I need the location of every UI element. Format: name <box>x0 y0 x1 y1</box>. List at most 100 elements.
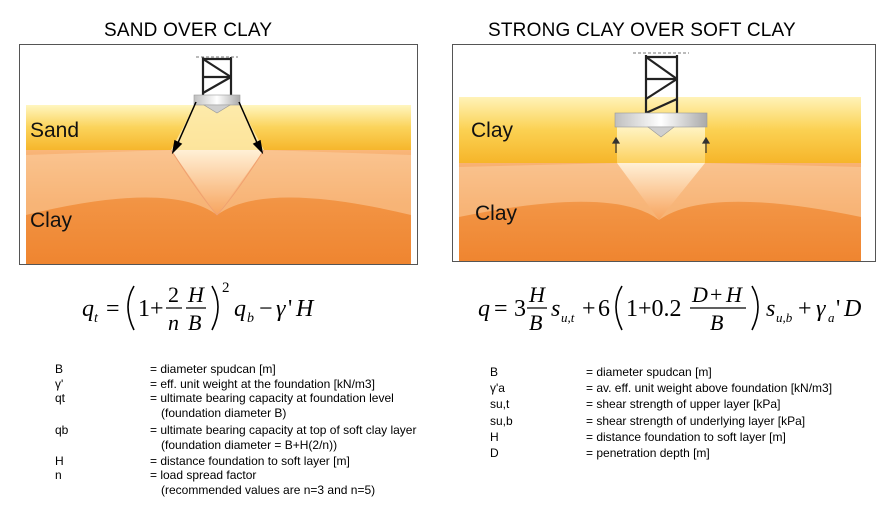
failure-fan-right <box>659 163 861 220</box>
svg-text:+: + <box>710 282 722 307</box>
svg-text:γ: γ <box>276 296 286 322</box>
definition-symbol: γ' <box>55 376 64 391</box>
upper-clay-label: Clay <box>471 119 514 142</box>
svg-text:s: s <box>766 296 775 322</box>
svg-text:': ' <box>288 296 292 322</box>
definition-text: = eff. unit weight at the foundation [kN… <box>150 376 375 391</box>
definition-symbol: su,b <box>490 413 513 428</box>
definition-text: = ultimate bearing capacity at top of so… <box>150 423 417 438</box>
lower-clay-label: Clay <box>475 202 518 225</box>
definition-text-continued: (foundation diameter = B+H(2/n)) <box>161 437 338 452</box>
definition-text: = distance foundation to soft layer [m] <box>586 429 786 444</box>
left-formula-svg: q t = 1+ 2 n H B 2 q b − γ ' H <box>82 280 315 335</box>
clay-over-clay-svg <box>459 52 861 261</box>
definition-symbol: γ'a <box>490 381 505 396</box>
svg-text:': ' <box>836 296 840 322</box>
spudcan <box>193 94 241 114</box>
svg-text:+: + <box>582 296 596 322</box>
definition-row: n = load spread factor (recommended value… <box>55 468 455 497</box>
svg-text:B: B <box>188 310 201 335</box>
left-definitions: B = diameter spudcan [m] γ' = eff. unit … <box>55 362 455 497</box>
svg-text:γ: γ <box>816 296 826 322</box>
load-spread-arrows <box>171 101 264 155</box>
svg-text:3: 3 <box>514 296 526 322</box>
definition-row: B = diameter spudcan [m] <box>490 364 880 380</box>
definition-row: γ'a = av. eff. unit weight above foundat… <box>490 380 880 396</box>
svg-text:q: q <box>478 296 490 322</box>
definition-symbol: n <box>55 468 62 483</box>
definition-text: = load spread factor <box>150 468 257 483</box>
right-formula: q = 3 H B s u,t + 6 1+0.2 D + H B s u,b … <box>478 272 878 347</box>
svg-text:B: B <box>710 310 723 335</box>
definition-row: su,t = shear strength of upper layer [kP… <box>490 396 880 412</box>
definition-symbol: qt <box>55 391 66 406</box>
svg-text:1+: 1+ <box>138 296 164 322</box>
shear-arrows <box>611 136 711 153</box>
svg-text:a: a <box>828 310 835 325</box>
definition-symbol: qb <box>55 423 69 438</box>
definition-row: qb = ultimate bearing capacity at top of… <box>55 423 455 452</box>
definition-row: qt = ultimate bearing capacity at founda… <box>55 391 455 420</box>
right-definitions: B = diameter spudcan [m] γ'a = av. eff. … <box>490 364 880 461</box>
definition-symbol: H <box>55 453 64 468</box>
lattice-leg <box>201 57 233 95</box>
definition-symbol: su,t <box>490 397 510 412</box>
clay-label: Clay <box>30 209 73 232</box>
definition-text: = shear strength of underlying layer [kP… <box>586 413 806 428</box>
definition-symbol: D <box>490 445 499 460</box>
spudcan <box>614 112 708 138</box>
right-formula-svg: q = 3 H B s u,t + 6 1+0.2 D + H B s u,b … <box>478 282 861 335</box>
clay-cone <box>171 150 264 215</box>
definition-text: = av. eff. unit weight above foundation … <box>586 381 833 396</box>
definition-text: = shear strength of upper layer [kPa] <box>586 397 781 412</box>
definition-text: = distance foundation to soft layer [m] <box>150 453 350 468</box>
definition-symbol: H <box>490 429 499 444</box>
svg-text:+: + <box>798 296 812 322</box>
svg-text:q: q <box>82 296 94 322</box>
definition-row: H = distance foundation to soft layer [m… <box>55 454 455 469</box>
svg-text:q: q <box>234 296 246 322</box>
failure-fan-left <box>459 163 659 220</box>
svg-text:H: H <box>725 282 743 307</box>
definition-text: = diameter spudcan [m] <box>150 362 276 376</box>
definition-row: D = penetration depth [m] <box>490 445 880 461</box>
lattice-leg <box>644 55 679 115</box>
sand-over-clay-diagram: Sand Clay <box>19 44 418 265</box>
failure-fan-right <box>217 150 411 215</box>
svg-text:u,b: u,b <box>776 310 793 325</box>
svg-text:n: n <box>168 310 179 335</box>
svg-text:H: H <box>187 282 205 307</box>
svg-text:=: = <box>494 296 508 322</box>
svg-text:=: = <box>106 296 120 322</box>
left-formula: q t = 1+ 2 n H B 2 q b − γ ' H <box>82 272 342 347</box>
left-title: SAND OVER CLAY <box>104 20 273 41</box>
definition-row: γ' = eff. unit weight at the foundation … <box>55 377 455 392</box>
svg-text:D: D <box>691 282 708 307</box>
svg-text:t: t <box>94 311 99 326</box>
svg-text:u,t: u,t <box>561 310 575 325</box>
clay-over-clay-diagram: Clay Clay <box>452 44 876 262</box>
definition-row: su,b = shear strength of underlying laye… <box>490 413 880 429</box>
failure-fan-left <box>26 150 217 215</box>
definition-text-continued: (foundation diameter B) <box>161 405 287 420</box>
svg-text:2: 2 <box>222 280 230 296</box>
svg-text:−: − <box>259 296 273 322</box>
clay-cone <box>617 163 705 220</box>
svg-text:H: H <box>295 296 315 322</box>
definition-symbol: B <box>55 362 64 376</box>
sand-load-spread <box>171 105 264 150</box>
definition-row: B = diameter spudcan [m] <box>55 362 455 377</box>
definition-symbol: B <box>490 365 499 379</box>
svg-text:6: 6 <box>598 296 610 322</box>
right-title: STRONG CLAY OVER SOFT CLAY <box>488 20 796 41</box>
svg-text:H: H <box>528 282 546 307</box>
definition-text: = diameter spudcan [m] <box>586 365 712 379</box>
definition-text-continued: (recommended values are n=3 and n=5) <box>161 482 376 497</box>
sand-label: Sand <box>30 119 80 142</box>
svg-text:1+0.2: 1+0.2 <box>626 296 682 322</box>
definition-text: = ultimate bearing capacity at foundatio… <box>150 391 394 406</box>
sand-over-clay-svg <box>26 56 411 264</box>
svg-text:s: s <box>551 296 560 322</box>
svg-text:b: b <box>247 311 254 326</box>
svg-text:2: 2 <box>168 282 179 307</box>
